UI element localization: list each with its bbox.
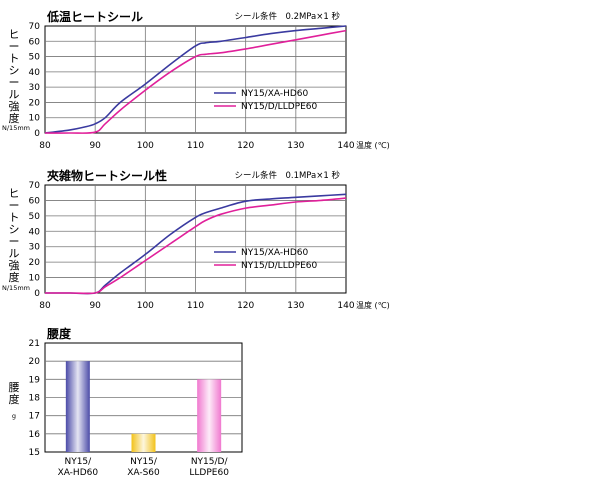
y-tick-label: 60 xyxy=(29,37,41,47)
bar-0 xyxy=(66,361,90,452)
x-tick-label: 140 xyxy=(337,141,354,151)
y-tick-label: 17 xyxy=(29,412,40,422)
y-tick-label: 16 xyxy=(29,430,41,440)
legend-label: NY15/D/LLDPE60 xyxy=(241,102,317,112)
x-tick-label: 80 xyxy=(39,301,51,311)
x-tick-label: 90 xyxy=(89,301,101,311)
x-tick-label: 110 xyxy=(187,301,204,311)
x-tick-label: 140 xyxy=(337,301,354,311)
y-tick-label: 20 xyxy=(29,357,41,367)
x-axis-unit: 温度 (℃) xyxy=(356,300,390,310)
y-tick-label: 60 xyxy=(29,196,41,206)
y-axis-label: 腰度 xyxy=(9,381,20,406)
y-tick-label: 19 xyxy=(29,375,41,385)
y-tick-label: 21 xyxy=(29,339,40,349)
y-axis-unit: N/15mm xyxy=(2,284,30,292)
y-tick-label: 40 xyxy=(29,68,41,78)
bar-1 xyxy=(132,434,156,452)
x-tick-label: 80 xyxy=(39,141,51,151)
y-tick-label: 10 xyxy=(29,114,41,124)
x-tick-label: 130 xyxy=(287,301,304,311)
y-tick-label: 50 xyxy=(29,53,41,63)
bar-chart: 腰度15161718192021腰度gNY15/XA-HD60NY15/XA-S… xyxy=(9,326,243,478)
category-label-line1: NY15/ xyxy=(130,457,158,467)
x-axis-unit: 温度 (℃) xyxy=(356,140,390,150)
y-tick-label: 0 xyxy=(34,289,40,299)
y-tick-label: 15 xyxy=(29,448,40,458)
y-axis-unit: N/15mm xyxy=(2,124,30,132)
x-tick-label: 120 xyxy=(237,301,254,311)
legend-label: NY15/XA-HD60 xyxy=(241,248,309,258)
category-label-line2: XA-HD60 xyxy=(58,468,99,478)
y-tick-label: 10 xyxy=(29,274,41,284)
category-label-line2: LLDPE60 xyxy=(189,468,229,478)
y-tick-label: 20 xyxy=(29,258,41,268)
y-tick-label: 70 xyxy=(29,181,41,191)
y-axis-label: ヒートシール強度 xyxy=(9,187,20,284)
x-tick-label: 100 xyxy=(137,141,154,151)
y-tick-label: 50 xyxy=(29,212,41,222)
category-label-line1: NY15/ xyxy=(64,457,92,467)
x-tick-label: 120 xyxy=(237,141,254,151)
x-tick-label: 110 xyxy=(187,141,204,151)
bar-2 xyxy=(197,379,221,452)
y-tick-label: 18 xyxy=(29,394,41,404)
condition-label: シール条件 0.2MPa×1 秒 xyxy=(234,11,340,22)
x-tick-label: 90 xyxy=(89,141,101,151)
chart-title: 夾雑物ヒートシール性 xyxy=(47,168,167,183)
condition-label: シール条件 0.1MPa×1 秒 xyxy=(234,170,340,181)
y-tick-label: 30 xyxy=(29,83,41,93)
y-tick-label: 40 xyxy=(29,227,41,237)
category-label-line1: NY15/D/ xyxy=(191,457,229,467)
category-label-line2: XA-S60 xyxy=(127,468,160,478)
y-axis-unit: g xyxy=(12,412,16,420)
x-tick-label: 130 xyxy=(287,141,304,151)
y-tick-label: 0 xyxy=(34,129,40,139)
legend-label: NY15/XA-HD60 xyxy=(241,89,309,99)
y-axis-label: ヒートシール強度 xyxy=(9,28,20,125)
x-tick-label: 100 xyxy=(137,301,154,311)
y-tick-label: 20 xyxy=(29,98,41,108)
chart-title: 低温ヒートシール xyxy=(46,9,143,24)
chart-title: 腰度 xyxy=(46,326,72,341)
legend-label: NY15/D/LLDPE60 xyxy=(241,261,317,271)
y-tick-label: 30 xyxy=(29,243,41,253)
y-tick-label: 70 xyxy=(29,22,41,32)
